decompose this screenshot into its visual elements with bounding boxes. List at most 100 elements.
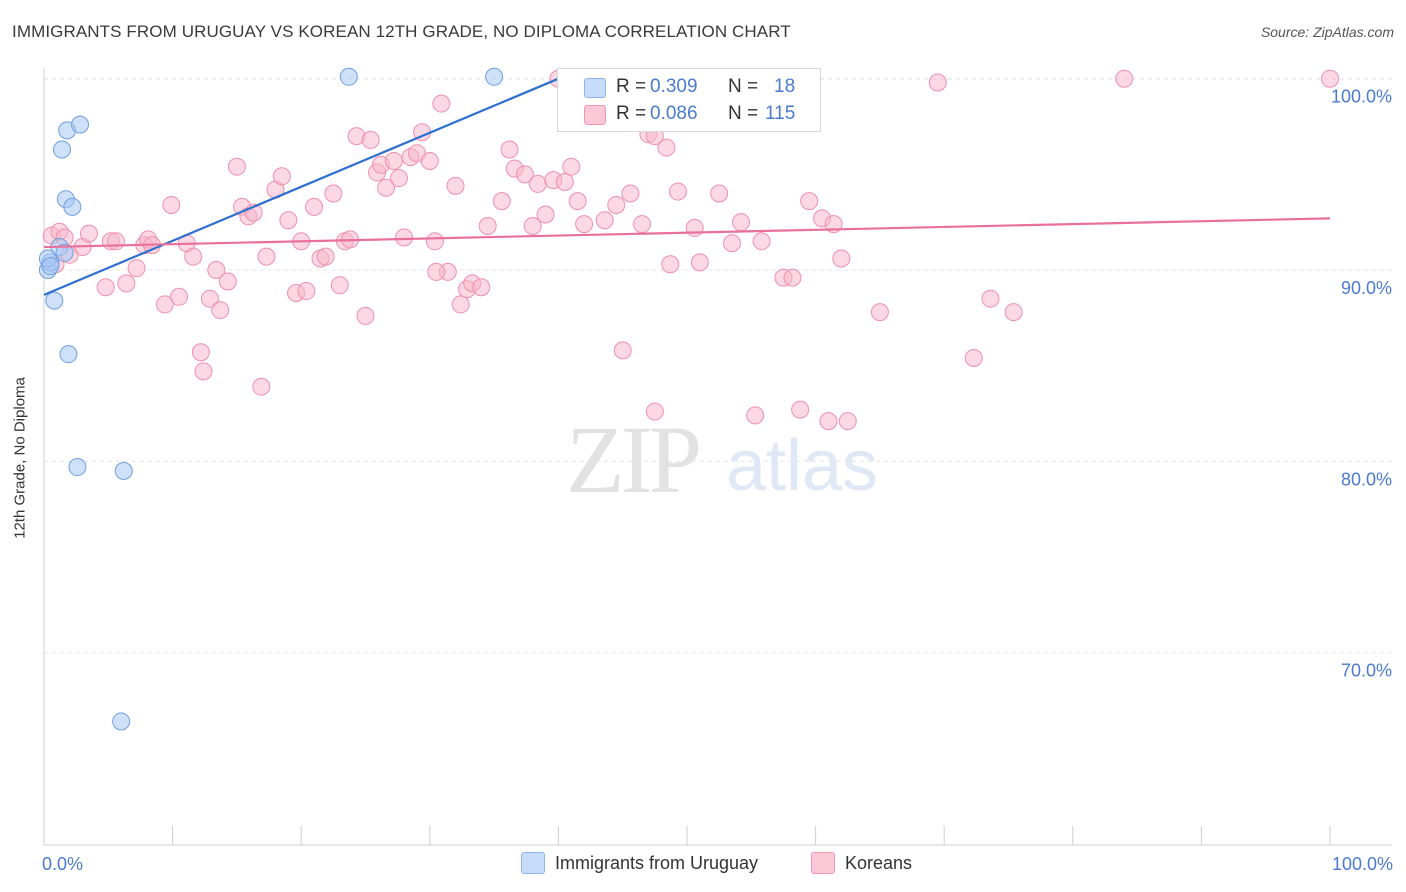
uruguay-point: [114, 461, 133, 480]
korean-point: [981, 289, 1000, 308]
korean-point: [330, 276, 349, 295]
korean-point: [568, 192, 587, 211]
korean-point: [500, 140, 519, 159]
korean-point: [170, 287, 189, 306]
korean-point: [613, 341, 632, 360]
korean-point: [645, 402, 664, 421]
korean-point: [211, 301, 230, 320]
korean-point: [661, 255, 680, 274]
legend-r-label: R =: [616, 103, 647, 124]
korean-point: [607, 195, 626, 214]
korean-point: [819, 412, 838, 431]
korean-point: [384, 151, 403, 170]
korean-point: [870, 303, 889, 322]
korean-point: [191, 343, 210, 362]
uruguay-point: [71, 115, 90, 134]
korean-point: [377, 178, 396, 197]
korean-point: [832, 249, 851, 268]
x-tick-label: 0.0%: [42, 854, 83, 874]
legend-r-value: 0.309: [650, 76, 698, 97]
korean-trend-line: [43, 217, 1331, 249]
korean-point: [746, 406, 765, 425]
korean-point: [155, 295, 174, 314]
korean-point: [1115, 69, 1134, 88]
tick-labels: 100.0% 90.0% 80.0% 70.0% 0.0% 100.0%: [42, 87, 1393, 874]
korean-point: [356, 306, 375, 325]
korean-point: [1004, 303, 1023, 322]
korean-point: [297, 282, 316, 301]
korean-point: [389, 169, 408, 188]
korean-point: [96, 278, 115, 297]
uruguay-points: [38, 67, 504, 731]
source-label: Source: ZipAtlas.com: [1260, 24, 1394, 40]
korean-point: [395, 228, 414, 247]
uruguay-point: [68, 458, 87, 477]
korean-point: [420, 151, 439, 170]
korean-point: [964, 348, 983, 367]
korean-point: [621, 184, 640, 203]
uruguay-point: [485, 67, 504, 86]
korean-point: [752, 232, 771, 251]
korean-point: [723, 234, 742, 253]
legend-n-label: N =: [728, 76, 759, 97]
legend-n-label: N =: [728, 103, 759, 124]
korean-point: [162, 195, 181, 214]
uruguay-trend-line: [43, 77, 559, 296]
korean-point: [472, 278, 491, 297]
korean-point: [685, 218, 704, 237]
korean-point: [305, 197, 324, 216]
uruguay-point: [55, 243, 74, 262]
legend-r-label: R =: [616, 76, 647, 97]
korean-point: [536, 205, 555, 224]
korean-point: [432, 94, 451, 113]
axes: [43, 68, 1392, 846]
korean-point: [657, 138, 676, 157]
korean-point: [928, 73, 947, 92]
korean-point: [451, 295, 470, 314]
korean-point: [446, 176, 465, 195]
legend-n-value: 115: [765, 103, 796, 124]
korean-point: [279, 211, 298, 230]
x-tick-label: 100.0%: [1332, 854, 1393, 874]
korean-point: [690, 253, 709, 272]
korean-point: [200, 289, 219, 308]
korean-point: [117, 274, 136, 293]
korean-point: [710, 184, 729, 203]
korean-point: [523, 217, 542, 236]
chart-title: IMMIGRANTS FROM URUGUAY VS KOREAN 12TH G…: [12, 22, 791, 41]
korean-point: [562, 157, 581, 176]
watermark-zip: ZIP: [566, 406, 699, 513]
y-tick-label: 70.0%: [1341, 661, 1392, 681]
korean-point: [838, 412, 857, 431]
legend-swatch-koreans: [584, 105, 606, 125]
legend-r-value: 0.086: [650, 103, 698, 124]
uruguay-point: [63, 197, 82, 216]
korean-point: [427, 262, 446, 281]
korean-point: [800, 192, 819, 211]
korean-point: [528, 174, 547, 193]
korean-point: [515, 165, 534, 184]
korean-point: [80, 224, 99, 243]
korean-point: [207, 261, 226, 279]
korean-point: [218, 272, 237, 291]
legend-row-uruguay: R = 0.309 N = 18: [558, 74, 820, 100]
bottom-legend-uruguay: Immigrants from Uruguay: [521, 850, 758, 876]
korean-point: [324, 184, 343, 203]
korean-point: [632, 215, 651, 234]
bottom-legend-label: Koreans: [845, 852, 913, 873]
legend-row-koreans: R = 0.086 N = 115: [558, 101, 820, 127]
korean-point: [272, 167, 291, 186]
korean-point: [107, 232, 126, 251]
korean-point: [732, 213, 751, 232]
korean-point: [555, 173, 574, 192]
uruguay-point: [112, 712, 131, 731]
uruguay-point: [339, 67, 358, 86]
korean-point: [492, 192, 511, 211]
bottom-legend-label: Immigrants from Uruguay: [555, 852, 759, 873]
korean-point: [316, 247, 335, 266]
uruguay-point: [45, 291, 64, 310]
y-tick-label: 100.0%: [1331, 87, 1392, 107]
korean-point: [668, 182, 687, 201]
korean-point: [1321, 69, 1339, 88]
bottom-legend-koreans: Koreans: [811, 850, 912, 876]
